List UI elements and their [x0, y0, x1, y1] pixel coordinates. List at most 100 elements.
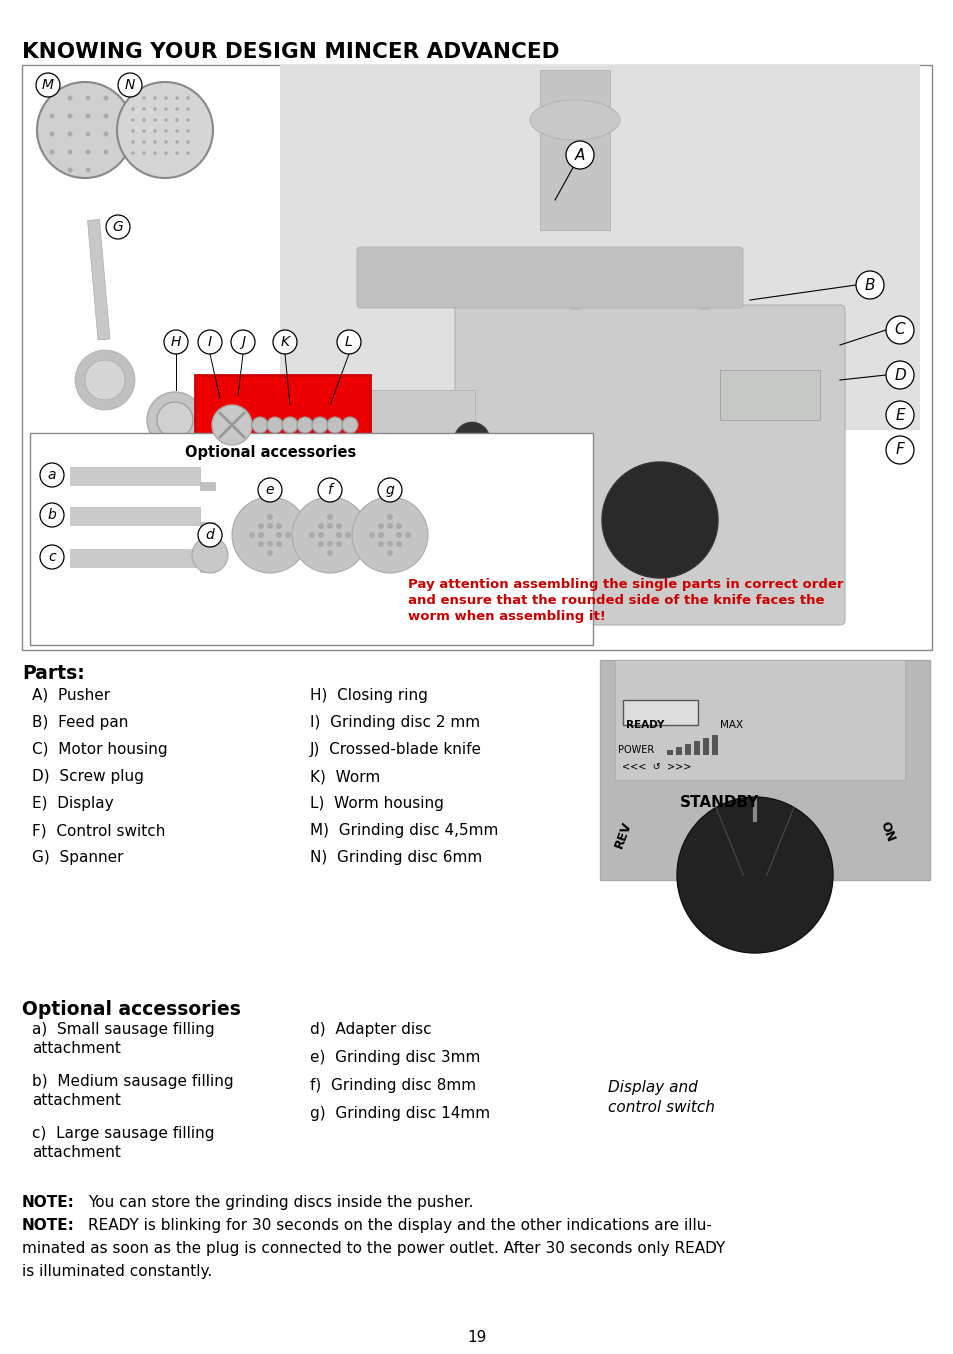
Text: M: M: [42, 79, 54, 92]
FancyBboxPatch shape: [356, 246, 742, 307]
Bar: [676, 747, 681, 756]
Text: J: J: [241, 334, 245, 349]
Circle shape: [40, 502, 64, 527]
Circle shape: [132, 141, 134, 144]
Circle shape: [327, 523, 333, 529]
Circle shape: [142, 152, 146, 154]
Circle shape: [175, 107, 178, 111]
Circle shape: [257, 542, 264, 547]
Circle shape: [153, 107, 156, 111]
Circle shape: [285, 532, 291, 538]
FancyBboxPatch shape: [455, 305, 844, 626]
Text: F)  Control switch: F) Control switch: [32, 823, 165, 838]
Bar: [666, 750, 672, 756]
Circle shape: [142, 107, 146, 111]
Circle shape: [37, 83, 132, 177]
Circle shape: [377, 532, 384, 538]
Text: <<<  ↺  >>>: <<< ↺ >>>: [621, 762, 691, 772]
Circle shape: [86, 149, 91, 154]
Text: D)  Screw plug: D) Screw plug: [32, 769, 144, 784]
Circle shape: [352, 497, 428, 573]
Circle shape: [153, 152, 156, 154]
Circle shape: [345, 532, 351, 538]
Circle shape: [565, 141, 594, 169]
Text: H: H: [171, 334, 181, 349]
Circle shape: [231, 330, 254, 353]
Circle shape: [103, 96, 109, 100]
Text: ON: ON: [877, 821, 897, 844]
Circle shape: [292, 497, 368, 573]
Circle shape: [86, 168, 91, 172]
Circle shape: [85, 360, 125, 399]
Bar: [22, 65, 931, 650]
Text: A: A: [575, 148, 584, 162]
Circle shape: [186, 118, 190, 122]
Circle shape: [68, 96, 72, 100]
Text: I: I: [208, 334, 212, 349]
Circle shape: [327, 417, 343, 433]
Bar: [539, 70, 609, 230]
Text: NOTE:: NOTE:: [22, 1219, 74, 1233]
Circle shape: [885, 362, 913, 389]
Circle shape: [40, 463, 64, 487]
Circle shape: [118, 73, 142, 97]
Circle shape: [142, 96, 146, 100]
Circle shape: [395, 542, 401, 547]
Text: POWER: POWER: [618, 745, 654, 756]
Circle shape: [454, 422, 490, 458]
Bar: [310, 390, 475, 445]
Text: f: f: [327, 483, 332, 497]
Bar: [200, 523, 214, 529]
Circle shape: [164, 330, 188, 353]
Circle shape: [327, 550, 333, 556]
Circle shape: [175, 141, 178, 144]
Text: READY is blinking for 30 seconds on the display and the other indications are il: READY is blinking for 30 seconds on the …: [88, 1219, 711, 1233]
Text: REV: REV: [612, 821, 633, 850]
Text: Pay attention assembling the single parts in correct order
and ensure that the r: Pay attention assembling the single part…: [408, 578, 842, 623]
Circle shape: [186, 141, 190, 144]
Circle shape: [198, 330, 222, 353]
Circle shape: [164, 141, 168, 144]
Bar: [30, 433, 593, 645]
Circle shape: [317, 523, 324, 529]
Text: is illuminated constantly.: is illuminated constantly.: [22, 1265, 212, 1280]
Circle shape: [186, 107, 190, 111]
Text: I)  Grinding disc 2 mm: I) Grinding disc 2 mm: [310, 715, 479, 730]
Text: J)  Crossed-blade knife: J) Crossed-blade knife: [310, 742, 481, 757]
Circle shape: [335, 532, 341, 538]
Bar: [720, 370, 820, 420]
Text: E)  Display: E) Display: [32, 796, 113, 811]
Circle shape: [68, 149, 72, 154]
Circle shape: [164, 107, 168, 111]
Text: C: C: [894, 322, 904, 337]
Circle shape: [275, 523, 282, 529]
Circle shape: [377, 542, 384, 547]
Bar: [615, 659, 904, 780]
Bar: [200, 482, 214, 490]
Circle shape: [147, 393, 203, 448]
Circle shape: [175, 129, 178, 133]
Circle shape: [317, 478, 341, 502]
Text: READY: READY: [625, 720, 663, 730]
Circle shape: [195, 398, 240, 441]
Circle shape: [50, 149, 54, 154]
Circle shape: [232, 497, 308, 573]
Circle shape: [336, 330, 360, 353]
Text: B)  Feed pan: B) Feed pan: [32, 715, 129, 730]
Circle shape: [296, 417, 313, 433]
Circle shape: [103, 149, 109, 154]
Text: Optional accessories: Optional accessories: [22, 1001, 240, 1020]
Circle shape: [369, 532, 375, 538]
Text: H)  Closing ring: H) Closing ring: [310, 688, 428, 703]
Circle shape: [186, 96, 190, 100]
Circle shape: [387, 550, 393, 556]
Circle shape: [257, 478, 282, 502]
Circle shape: [50, 131, 54, 137]
Circle shape: [317, 532, 324, 538]
Circle shape: [387, 542, 393, 547]
Text: Parts:: Parts:: [22, 663, 85, 682]
Circle shape: [153, 141, 156, 144]
Text: g: g: [385, 483, 394, 497]
Text: L)  Worm housing: L) Worm housing: [310, 796, 443, 811]
Circle shape: [175, 152, 178, 154]
